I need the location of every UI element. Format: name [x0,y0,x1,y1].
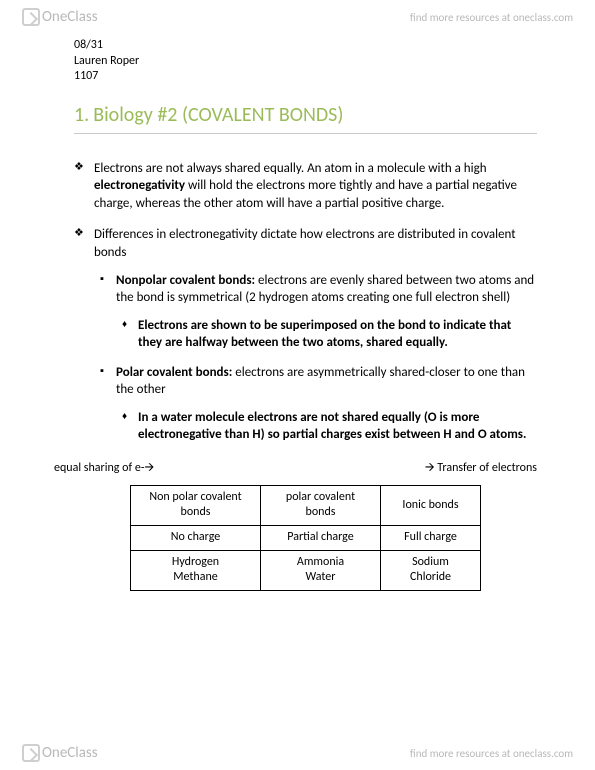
page-content: 08/31 Lauren Roper 1107 1.Biology #2 (CO… [0,0,595,641]
meta-block: 08/31 Lauren Roper 1107 [74,38,537,85]
table-header-row: Non polar covalent bonds polar covalent … [131,485,481,525]
td-charge-2: Full charge [381,526,481,551]
watermark-bottom: OneClass find more resources at oneclass… [0,736,595,770]
td-charge-1: Partial charge [261,526,381,551]
bullet-1-pre: Electrons are not always shared equally.… [94,161,487,176]
bullet-2: Differences in electronegativity dictate… [74,226,537,443]
sub-list: Nonpolar covalent bonds: electrons are e… [94,272,537,444]
logo-icon [22,744,40,762]
sub-sub-list-2: In a water molecule electrons are not sh… [116,409,537,444]
brand-name-bottom: OneClass [42,744,98,762]
meta-author: Lauren Roper [74,54,537,70]
bullet-1-bold: electronegativity [94,178,185,193]
td-example-0: HydrogenMethane [131,550,261,590]
table-row: HydrogenMethane AmmoniaWater SodiumChlor… [131,550,481,590]
main-bullet-list: Electrons are not always shared equally.… [74,160,537,444]
sub-nonpolar-detail: Electrons are shown to be superimposed o… [116,317,537,352]
spectrum-right: 🡪 Transfer of electrons [425,458,537,479]
sub-polar: Polar covalent bonds: electrons are asym… [94,364,537,444]
th-nonpolar: Non polar covalent bonds [131,485,261,525]
heading-number: 1. [74,103,89,127]
td-example-2: SodiumChloride [381,550,481,590]
bullet-2-text: Differences in electronegativity dictate… [94,227,516,260]
sub-nonpolar-bold: Nonpolar covalent bonds: [116,273,255,288]
meta-course: 1107 [74,69,537,85]
spectrum-left: equal sharing of e-🡪 [54,458,154,479]
sub-nonpolar: Nonpolar covalent bonds: electrons are e… [94,272,537,352]
td-charge-0: No charge [131,526,261,551]
brand-tagline-bottom: find more resources at oneclass.com [410,747,573,760]
watermark-top: OneClass find more resources at oneclass… [0,0,595,34]
brand-logo: OneClass [22,8,98,26]
brand-logo-bottom: OneClass [22,744,98,762]
meta-date: 08/31 [74,38,537,54]
sub-polar-detail: In a water molecule electrons are not sh… [116,409,537,444]
td-example-1: AmmoniaWater [261,550,381,590]
heading-rule [74,133,537,134]
th-polar: polar covalent bonds [261,485,381,525]
sub-sub-list-1: Electrons are shown to be superimposed o… [116,317,537,352]
th-ionic: Ionic bonds [381,485,481,525]
spectrum-row: equal sharing of e-🡪 🡪 Transfer of elect… [54,458,537,479]
bond-table: Non polar covalent bonds polar covalent … [130,485,481,591]
logo-icon [22,8,40,26]
page-heading: 1.Biology #2 (COVALENT BONDS) [74,103,537,127]
table-row: No charge Partial charge Full charge [131,526,481,551]
brand-name: OneClass [42,8,98,26]
brand-tagline-top: find more resources at oneclass.com [410,11,573,24]
sub-polar-bold: Polar covalent bonds: [116,365,232,380]
bullet-1: Electrons are not always shared equally.… [74,160,537,213]
heading-text: Biology #2 (COVALENT BONDS) [93,103,343,127]
